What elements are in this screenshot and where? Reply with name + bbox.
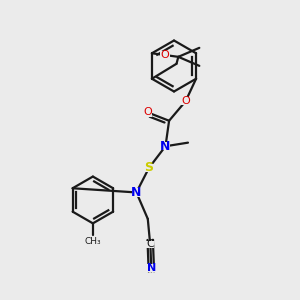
Bar: [181, 97, 190, 106]
Bar: [160, 51, 170, 59]
Bar: [146, 241, 154, 248]
Text: C: C: [146, 239, 154, 249]
Bar: [161, 142, 170, 151]
Bar: [143, 108, 152, 116]
Text: S: S: [145, 161, 154, 174]
Bar: [144, 164, 154, 172]
Text: CH₃: CH₃: [85, 238, 101, 247]
Text: N: N: [131, 186, 142, 199]
Text: O: O: [143, 107, 152, 117]
Text: N: N: [160, 140, 171, 153]
Text: O: O: [161, 50, 170, 60]
Text: N: N: [147, 263, 156, 273]
Bar: [147, 264, 156, 272]
Text: O: O: [181, 96, 190, 106]
Bar: [132, 188, 141, 197]
